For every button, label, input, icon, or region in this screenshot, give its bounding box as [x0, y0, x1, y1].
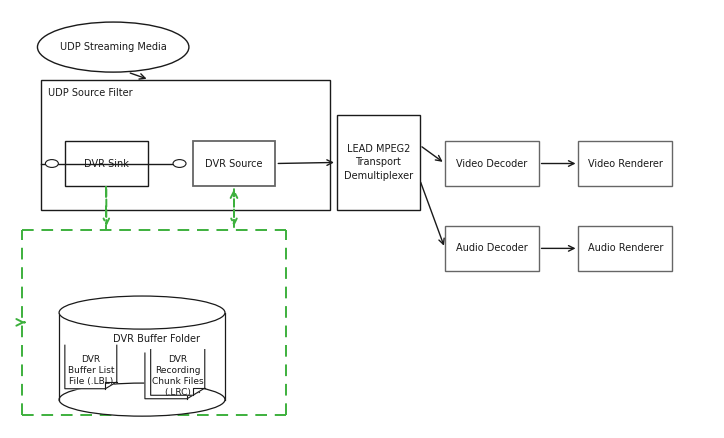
FancyBboxPatch shape — [445, 141, 539, 186]
FancyBboxPatch shape — [65, 141, 148, 186]
Text: UDP Source Filter: UDP Source Filter — [49, 88, 133, 98]
FancyBboxPatch shape — [41, 80, 329, 210]
Polygon shape — [65, 345, 117, 389]
Ellipse shape — [38, 22, 189, 72]
Text: UDP Streaming Media: UDP Streaming Media — [60, 42, 167, 52]
Text: DVR Source: DVR Source — [205, 159, 263, 169]
Text: DVR
Buffer List
File (.LBL): DVR Buffer List File (.LBL) — [67, 355, 114, 386]
Text: DVR Buffer Folder: DVR Buffer Folder — [113, 334, 200, 344]
Text: LEAD MPEG2
Transport
Demultiplexer: LEAD MPEG2 Transport Demultiplexer — [344, 144, 413, 180]
FancyBboxPatch shape — [578, 226, 672, 271]
FancyBboxPatch shape — [337, 115, 420, 210]
Polygon shape — [145, 353, 199, 399]
FancyBboxPatch shape — [578, 141, 672, 186]
FancyBboxPatch shape — [59, 313, 225, 399]
Text: Video Decoder: Video Decoder — [456, 159, 528, 169]
Ellipse shape — [59, 296, 225, 329]
Polygon shape — [151, 350, 205, 395]
FancyBboxPatch shape — [445, 226, 539, 271]
Circle shape — [173, 159, 186, 167]
Text: DVR Sink: DVR Sink — [84, 159, 129, 169]
Text: DVR
Recording
Chunk Files
(.LRC): DVR Recording Chunk Files (.LRC) — [152, 355, 203, 397]
Ellipse shape — [59, 383, 225, 416]
Text: Audio Renderer: Audio Renderer — [588, 244, 663, 253]
Circle shape — [46, 159, 59, 167]
FancyBboxPatch shape — [193, 141, 275, 186]
Text: Video Renderer: Video Renderer — [588, 159, 662, 169]
Text: Audio Decoder: Audio Decoder — [456, 244, 528, 253]
